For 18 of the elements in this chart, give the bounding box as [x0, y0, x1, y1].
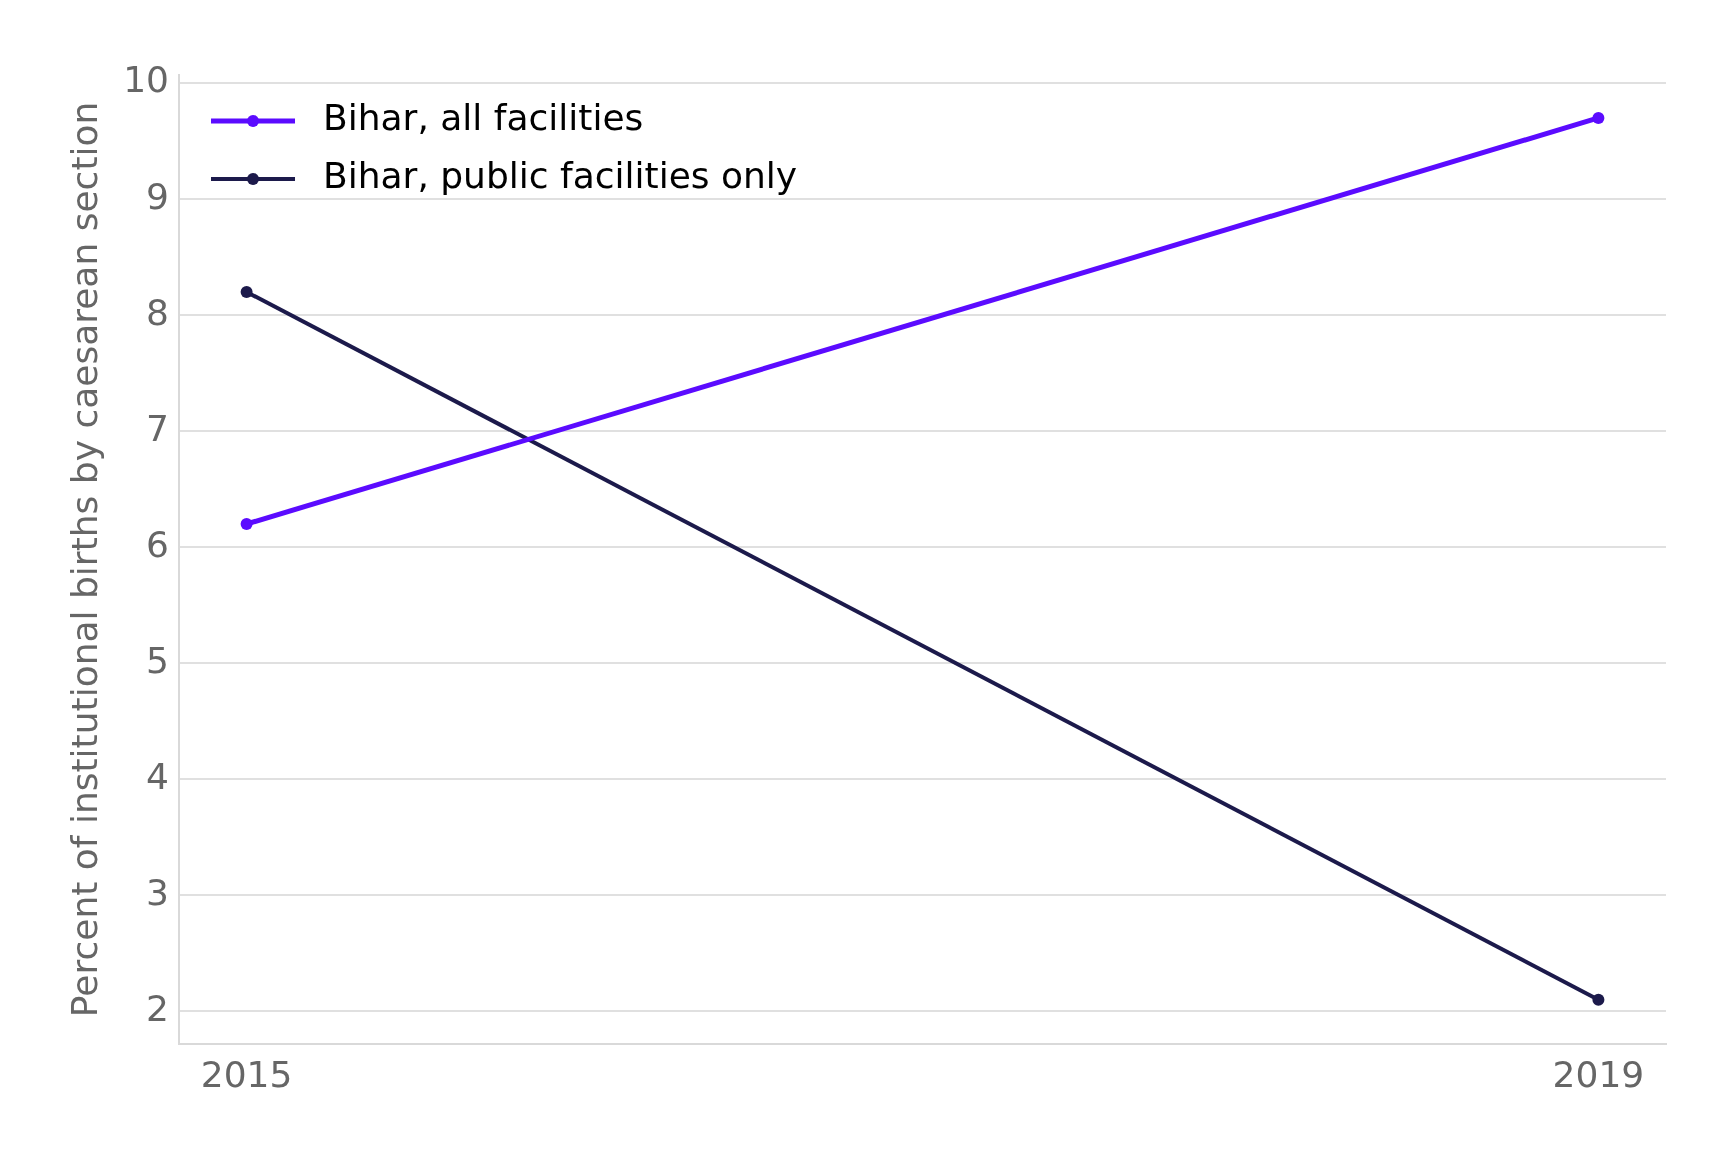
point — [1592, 993, 1605, 1006]
point — [240, 285, 253, 298]
y-tick-label: 4 — [146, 755, 170, 797]
x-tick-label: 2015 — [200, 1053, 293, 1095]
x-tick-label: 2019 — [1552, 1053, 1645, 1095]
y-tick-label: 10 — [123, 59, 170, 101]
point — [1592, 111, 1605, 124]
legend-label: Bihar, public facilities only — [323, 155, 798, 197]
y-tick-label: 5 — [146, 639, 170, 681]
y-tick-label: 6 — [146, 523, 170, 565]
y-tick-label: 9 — [146, 175, 170, 217]
y-tick-label: 7 — [146, 407, 170, 449]
legend-label: Bihar, all facilities — [323, 97, 644, 139]
y-axis-title: Percent of institutional births by caesarean section — [63, 101, 105, 1018]
y-tick-label: 3 — [146, 871, 170, 913]
point — [240, 518, 253, 531]
y-tick-label: 8 — [146, 291, 170, 333]
y-tick-label: 2 — [146, 987, 170, 1029]
